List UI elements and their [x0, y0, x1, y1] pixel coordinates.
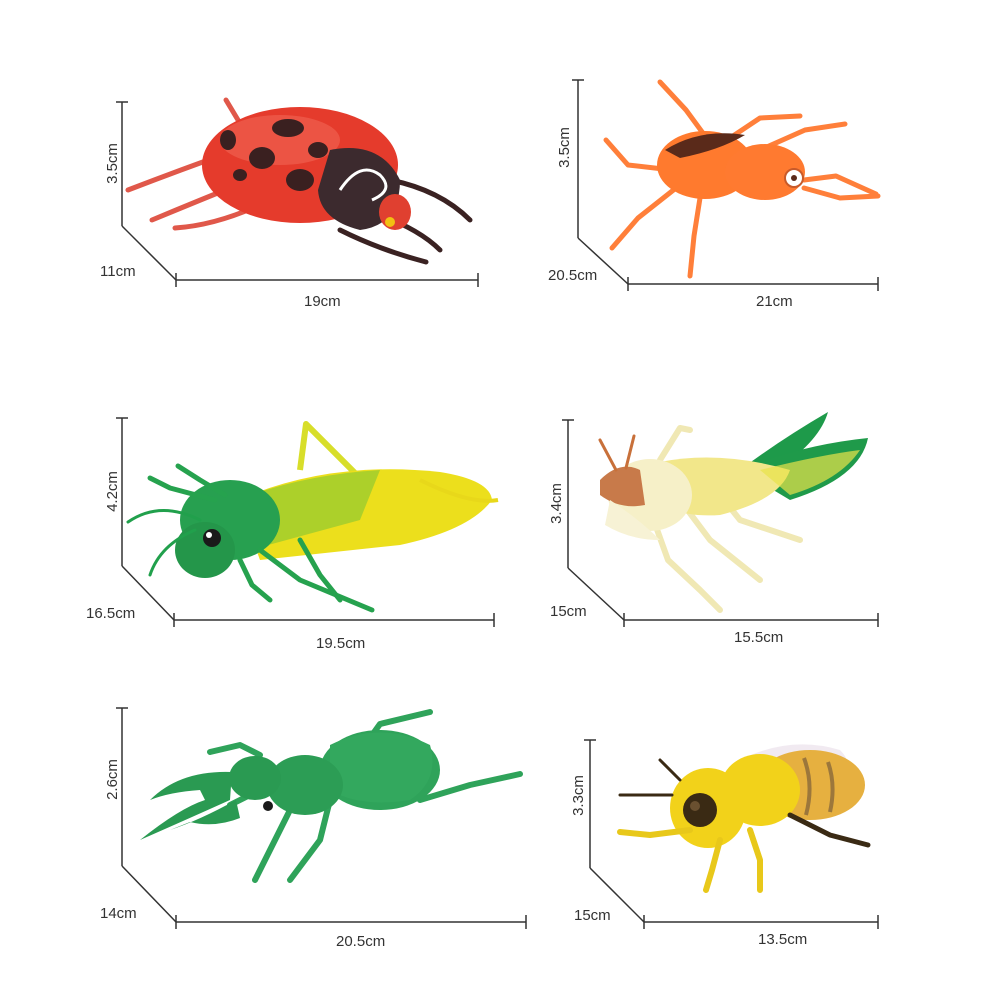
grasshopper-dimension-lines	[116, 417, 495, 627]
grasshopper-icon	[126, 421, 499, 613]
stag-beetle-height-label: 2.6cm	[103, 759, 121, 800]
weevil-icon	[603, 79, 881, 279]
bee-length-label: 13.5cm	[758, 931, 808, 948]
cricket-height-label: 3.4cm	[547, 483, 565, 524]
stag-beetle-length-label: 20.5cm	[336, 933, 386, 950]
stag-beetle-depth-label: 14cm	[100, 905, 137, 922]
ladybug-length-label: 19cm	[304, 293, 341, 310]
grasshopper-depth-label: 16.5cm	[86, 605, 136, 622]
grasshopper-height-label: 4.2cm	[103, 471, 121, 512]
weevil-dimension-lines	[572, 79, 879, 291]
grasshopper-length-label: 19.5cm	[316, 635, 366, 652]
dimension-lines	[116, 79, 879, 929]
bee-dimension-lines	[584, 739, 879, 929]
stag-beetle-icon	[140, 709, 523, 883]
cricket-icon	[598, 412, 868, 613]
weevil-length-label: 21cm	[756, 293, 793, 310]
ladybug-icon	[125, 97, 473, 265]
weevil-height-label: 3.5cm	[555, 127, 573, 168]
ladybug-dimension-lines	[116, 101, 479, 287]
stag-beetle-dimension-lines	[116, 707, 527, 929]
cricket-dimension-lines	[562, 419, 879, 627]
ladybug-height-label: 3.5cm	[103, 143, 121, 184]
bee-depth-label: 15cm	[574, 907, 611, 924]
bee-height-label: 3.3cm	[569, 775, 587, 816]
bee-icon	[617, 744, 871, 893]
ladybug-depth-label: 11cm	[100, 263, 136, 280]
cricket-depth-label: 15cm	[550, 603, 587, 620]
weevil-depth-label: 20.5cm	[548, 267, 598, 284]
cricket-length-label: 15.5cm	[734, 629, 784, 646]
